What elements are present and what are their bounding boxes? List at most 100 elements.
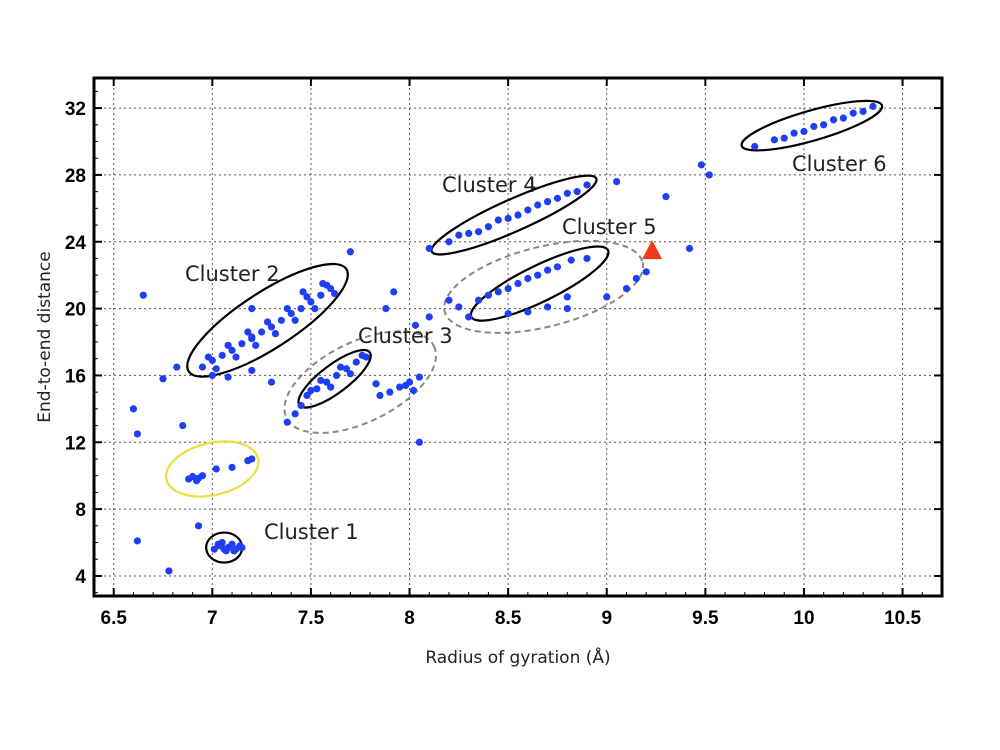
cluster-point: [790, 129, 798, 137]
cluster-point: [313, 385, 321, 393]
cluster-point: [543, 198, 552, 206]
cluster-point: [455, 303, 463, 311]
cluster-point: [376, 391, 384, 400]
cluster-point: [770, 136, 778, 144]
outlier-point: [133, 430, 141, 438]
y-tick-label: 12: [65, 433, 86, 454]
cluster-ellipse: [740, 99, 884, 152]
cluster-point: [642, 268, 650, 276]
cluster-point: [311, 304, 319, 313]
grid-lines: [94, 78, 942, 596]
x-tick-label: 6.5: [101, 608, 128, 629]
x-tick-label: 10: [793, 608, 814, 629]
outlier-point: [563, 293, 571, 301]
y-axis-label: End-to-end distance: [35, 251, 55, 422]
red-triangle-marker: [642, 240, 663, 260]
cluster-point: [297, 304, 305, 313]
cluster-point: [563, 189, 571, 197]
cluster-point: [386, 388, 394, 396]
outlier-point: [415, 438, 423, 446]
cluster-point: [299, 288, 307, 296]
outlier-point: [362, 353, 370, 361]
cluster-point: [553, 194, 562, 202]
cluster-point: [494, 216, 502, 224]
cluster-point: [573, 188, 581, 196]
x-tick-label: 7: [207, 608, 218, 629]
cluster-2-label: Cluster 2: [185, 262, 280, 286]
x-tick-label: 8.5: [495, 608, 522, 629]
cluster-labels: Cluster 1 Cluster 2 Cluster 3 Cluster 4 Clus…: [185, 152, 887, 544]
cluster-3-label: Cluster 3: [358, 324, 453, 348]
x-tick-label: 7.5: [298, 608, 325, 629]
cluster-point: [504, 214, 512, 222]
cluster-point: [327, 383, 335, 391]
cluster-point: [346, 370, 354, 378]
cluster-point: [236, 542, 244, 550]
cluster-dashed-ellipse: [443, 239, 645, 334]
y-tick-label: 24: [65, 233, 87, 254]
cluster-4-label: Cluster 4: [442, 173, 537, 197]
outlier-point: [372, 380, 380, 388]
y-tick-label: 8: [75, 500, 86, 521]
cluster-point: [332, 371, 341, 380]
outlier-point: [583, 254, 591, 263]
cluster-point: [291, 316, 299, 324]
cluster-point: [583, 181, 591, 189]
outlier-point: [194, 522, 203, 530]
cluster-point: [263, 318, 272, 326]
cluster-point: [330, 289, 339, 298]
cluster-point: [212, 465, 220, 473]
cluster-point: [820, 121, 828, 129]
cluster-point: [409, 386, 418, 395]
cluster-point: [228, 346, 236, 354]
cluster-point: [514, 211, 522, 219]
cluster-point: [352, 358, 360, 366]
x-axis-label: Radius of gyration (Å): [425, 646, 610, 668]
cluster-ellipse: [165, 440, 260, 498]
cluster-point: [271, 330, 280, 338]
y-tick-label: 20: [65, 300, 86, 321]
cluster-point: [212, 365, 220, 373]
y-tick-label: 28: [65, 166, 86, 187]
cluster-point: [248, 455, 256, 463]
cluster-point: [232, 353, 240, 361]
cluster-point: [224, 341, 232, 349]
plot-frame: [92, 76, 944, 598]
cluster-point: [297, 401, 305, 410]
cluster-point: [210, 545, 218, 553]
reference-marker: [642, 240, 663, 260]
cluster-ellipses: [165, 99, 884, 564]
cluster-point: [218, 351, 226, 359]
cluster-point: [839, 114, 847, 122]
x-tick-label: 10.5: [884, 608, 921, 629]
x-tick-label: 9: [601, 608, 612, 629]
cluster-point: [194, 474, 203, 482]
cluster-point: [524, 308, 532, 316]
cluster-point: [810, 122, 818, 131]
cluster-point: [291, 410, 299, 418]
cluster-point: [220, 545, 228, 553]
outlier-point: [697, 161, 706, 169]
cluster-point: [425, 244, 433, 253]
cluster-point: [258, 328, 266, 336]
cluster-point: [303, 293, 311, 301]
cluster-point: [445, 238, 453, 246]
outlier-point: [613, 178, 621, 186]
cluster-point: [563, 304, 571, 313]
cluster-point: [632, 274, 640, 283]
y-tick-label: 4: [75, 567, 86, 588]
cluster-point: [230, 547, 238, 555]
cluster-point: [244, 328, 252, 336]
cluster-ellipse: [430, 174, 598, 256]
cluster-point: [567, 256, 575, 264]
outlier-point: [401, 381, 410, 390]
cluster-point: [465, 229, 473, 237]
x-tick-label: 8: [404, 608, 415, 629]
outlier-point: [662, 193, 670, 201]
cluster-point: [780, 134, 788, 142]
cluster-point: [455, 231, 463, 239]
cluster-point: [336, 363, 345, 371]
cluster-point: [252, 341, 260, 349]
y-tick-label: 16: [65, 366, 86, 387]
